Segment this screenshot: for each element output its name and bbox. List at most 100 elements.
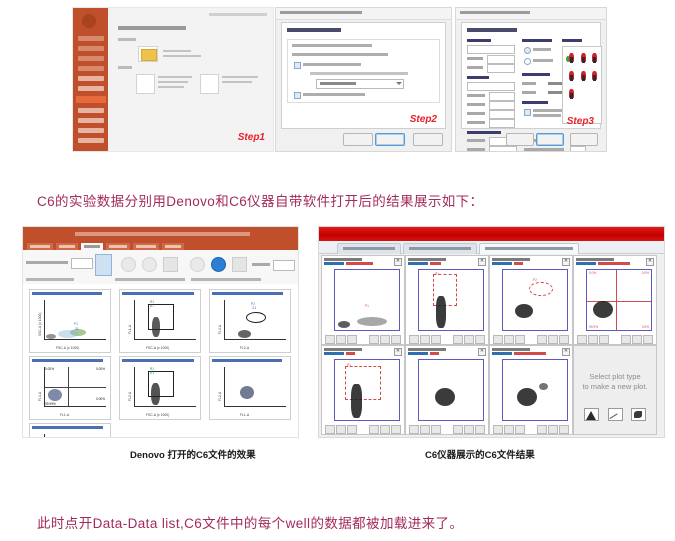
next-selection-button[interactable] <box>142 257 157 272</box>
denovo-plot-6[interactable]: FL1-A FL2-A <box>209 356 291 420</box>
close-icon[interactable]: ✕ <box>562 348 570 356</box>
tab-view[interactable] <box>162 243 184 250</box>
tube-selection-group <box>287 39 440 103</box>
c6-plot-4[interactable]: ✕ 0.0% 0.0% 99.9% 0.0% <box>573 255 657 345</box>
denovo-plot-1[interactable]: P1 31 FSC-A (x 1000) SSC-A (x 1000) <box>29 289 111 353</box>
tab-statistics[interactable] <box>403 243 477 254</box>
tab-insert[interactable] <box>106 243 130 250</box>
c6-plot-1[interactable]: ✕ P1 <box>321 255 405 345</box>
close-icon[interactable]: ✕ <box>394 348 402 356</box>
gate-option-checkbox[interactable] <box>524 109 531 116</box>
field-left-margin[interactable] <box>467 92 515 101</box>
denovo-plot-3[interactable]: P2 3.1 FL2-A FL4-A <box>209 289 291 353</box>
c6-plot-2[interactable]: ✕ R1 <box>405 255 489 345</box>
backstage-subhead-places <box>118 66 132 69</box>
next-all-button[interactable] <box>211 257 226 272</box>
c6-plot-3[interactable]: ✕ P2 <box>489 255 573 345</box>
step-label-3: Step3 <box>566 116 594 127</box>
c6-titlebar <box>319 227 664 241</box>
select-all-button[interactable] <box>232 257 247 272</box>
back-button[interactable] <box>343 133 373 146</box>
portrait-radio[interactable] <box>524 47 531 54</box>
denovo-plot-2[interactable]: R1 8.7 FSC-A (x 1000) FL1-A <box>119 289 201 353</box>
iteration-input[interactable] <box>273 260 295 271</box>
field-right-margin[interactable] <box>467 101 515 110</box>
tab-acquire[interactable] <box>337 243 401 254</box>
close-icon[interactable]: ✕ <box>646 258 654 266</box>
field-height[interactable] <box>467 64 515 73</box>
place-label-1 <box>158 76 192 78</box>
recent-file-tile[interactable] <box>138 46 158 62</box>
rail-item-save[interactable] <box>78 56 104 61</box>
close-icon[interactable]: ✕ <box>394 258 402 266</box>
rail-item-close[interactable] <box>78 118 104 123</box>
back-button-3[interactable] <box>506 133 534 146</box>
previous-all-button[interactable] <box>190 257 205 272</box>
step-label-2: Step2 <box>409 114 437 125</box>
rail-item-print[interactable] <box>78 76 104 81</box>
field-width[interactable] <box>467 55 515 64</box>
rail-item-new[interactable] <box>78 36 104 41</box>
data-list-button[interactable] <box>95 254 112 276</box>
field-top-margin[interactable] <box>467 110 515 119</box>
close-icon[interactable]: ✕ <box>562 258 570 266</box>
next-button[interactable] <box>375 133 405 146</box>
landscape-radio[interactable] <box>524 58 531 65</box>
denovo-plot-5[interactable]: R1 8.1 FSC-A (x 1000) FL2-A <box>119 356 201 420</box>
back-arrow-icon[interactable] <box>82 14 96 28</box>
previous-selection-button[interactable] <box>121 257 136 272</box>
new-plot-panel[interactable]: Select plot type to make a new plot. <box>573 345 657 435</box>
caption-denovo: Denovo 打开的C6文件的效果 <box>130 450 256 461</box>
tab-format[interactable] <box>27 243 53 250</box>
rail-item-share[interactable] <box>78 86 104 91</box>
denovo-plot-4[interactable]: 0.00% 0.00% 99.99% 0.00% FL1-A FL4-A <box>29 356 111 420</box>
plot-area: P1 31 <box>44 300 106 340</box>
c6-plot-6[interactable]: ✕ <box>405 345 489 435</box>
checkbox2-label <box>303 93 365 96</box>
tab-quality[interactable] <box>133 243 159 250</box>
plot-area: R1 <box>418 269 484 331</box>
cancel-button-3[interactable] <box>570 133 598 146</box>
c6-plot-7[interactable]: ✕ <box>489 345 573 435</box>
rail-item-options[interactable] <box>78 138 104 143</box>
dialog-body <box>281 22 446 129</box>
import-template-checkbox[interactable] <box>294 92 301 99</box>
close-icon[interactable]: ✕ <box>478 348 486 356</box>
backstage-subhead-recent <box>118 38 136 41</box>
tab-data[interactable] <box>81 243 103 250</box>
tube-combo[interactable] <box>316 79 404 89</box>
gate-option-label1 <box>533 109 565 112</box>
place-tile-computer[interactable] <box>136 74 155 94</box>
new-plot-line2: to make a new plot. <box>582 382 648 391</box>
question-text <box>292 53 388 56</box>
rail-item-saveas[interactable] <box>78 66 104 71</box>
c6-plot-grid: ✕ P1 ✕ R1 <box>321 255 662 435</box>
c6-plot-5[interactable]: ✕ R1 <box>321 345 405 435</box>
rail-item-export[interactable] <box>78 108 104 113</box>
screenshot-step3: Step3 <box>455 7 607 152</box>
field-columns[interactable] <box>524 146 586 151</box>
field-plot-height[interactable] <box>467 146 519 151</box>
tab-data-sample-overview[interactable] <box>479 243 579 254</box>
denovo-plot-7[interactable]: FL4-A <box>29 423 111 437</box>
histogram-plot-icon[interactable] <box>584 408 600 422</box>
cancel-button[interactable] <box>413 133 443 146</box>
density-plot-icon[interactable] <box>630 408 646 422</box>
plot-area <box>502 359 568 421</box>
rail-item-open[interactable] <box>78 46 104 51</box>
close-icon[interactable]: ✕ <box>478 258 486 266</box>
increment-value-input[interactable] <box>71 258 93 269</box>
dot-plot-icon[interactable] <box>607 408 623 422</box>
place-label-2 <box>158 81 188 83</box>
rail-item-selected[interactable] <box>76 96 106 103</box>
field-bottom-margin[interactable] <box>467 119 515 128</box>
rail-item-account[interactable] <box>78 128 104 133</box>
tab-text[interactable] <box>56 243 78 250</box>
import-from-tube-checkbox[interactable] <box>294 62 301 69</box>
select-selection-button[interactable] <box>163 257 178 272</box>
step-label-1: Step1 <box>237 132 265 143</box>
place-tile-onedrive[interactable] <box>200 74 219 94</box>
finish-button[interactable] <box>536 133 564 146</box>
plot-area <box>418 359 484 421</box>
window-controls <box>209 13 267 16</box>
